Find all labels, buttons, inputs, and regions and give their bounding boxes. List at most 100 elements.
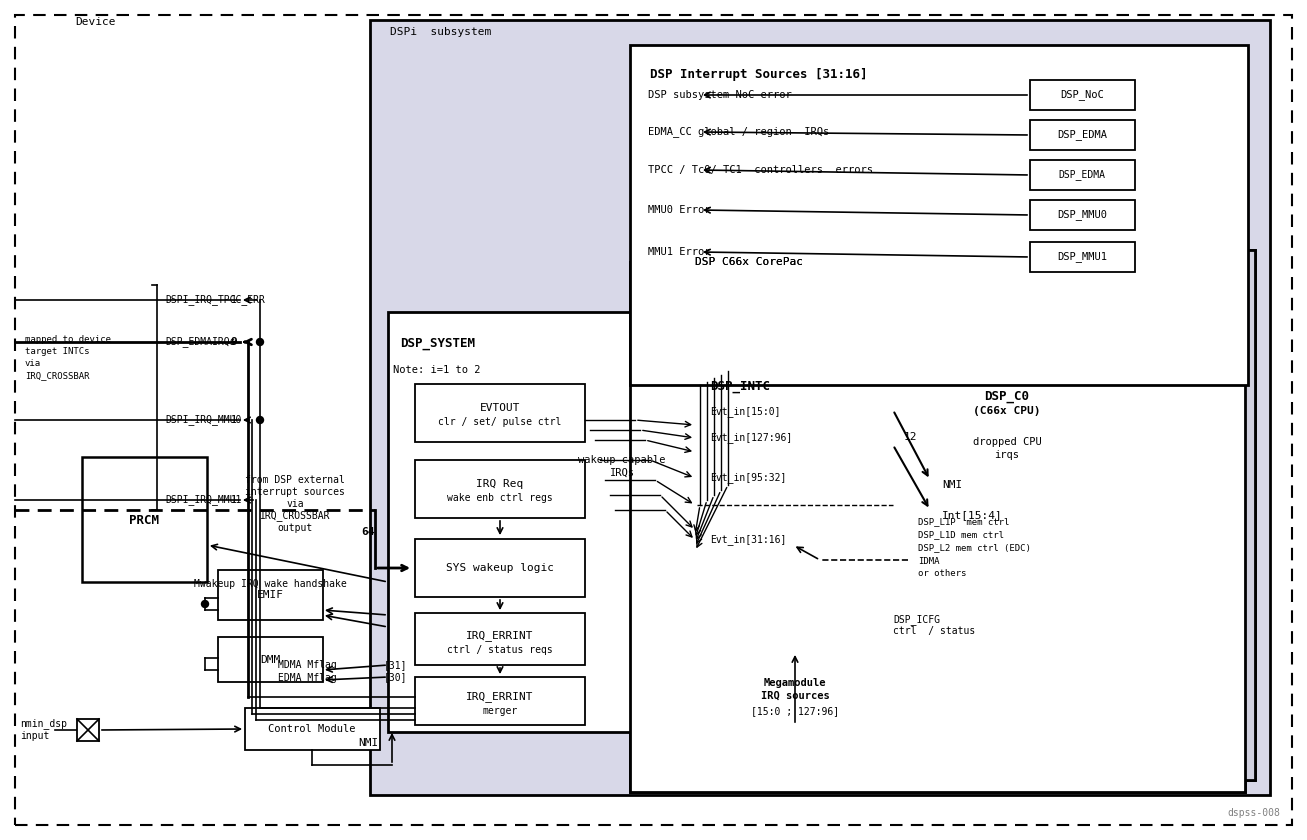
FancyBboxPatch shape (630, 45, 1248, 385)
Text: DSPI_IRQ_TPCC_ERR: DSPI_IRQ_TPCC_ERR (165, 295, 265, 306)
FancyBboxPatch shape (416, 539, 586, 597)
Text: input: input (20, 731, 50, 741)
Circle shape (201, 601, 209, 607)
Text: EDMA_CC global / region  IRQs: EDMA_CC global / region IRQs (648, 127, 829, 138)
FancyBboxPatch shape (218, 637, 323, 682)
Text: via: via (25, 360, 41, 369)
FancyBboxPatch shape (14, 15, 1293, 825)
Text: IRQ sources: IRQ sources (761, 691, 830, 701)
Text: EVTOUT: EVTOUT (480, 403, 520, 413)
Text: 1: 1 (231, 295, 237, 305)
Text: IRQ_ERRINT: IRQ_ERRINT (467, 631, 533, 642)
FancyBboxPatch shape (370, 20, 1270, 795)
FancyBboxPatch shape (695, 660, 895, 725)
Text: output: output (277, 523, 312, 533)
Text: SYS wakeup logic: SYS wakeup logic (446, 563, 554, 573)
Text: Device: Device (74, 17, 115, 27)
Text: Int[15:4]: Int[15:4] (942, 510, 1002, 520)
Text: PRCM: PRCM (129, 513, 159, 527)
Text: DSP_C0: DSP_C0 (984, 390, 1030, 403)
Text: Evt_in[15:0]: Evt_in[15:0] (710, 407, 780, 417)
Text: DSP subsystem NoC error: DSP subsystem NoC error (648, 90, 792, 100)
Text: Evt_in[127:96]: Evt_in[127:96] (710, 433, 792, 444)
Text: DSP_EDMAIRQs: DSP_EDMAIRQs (165, 337, 235, 348)
Text: wake enb ctrl regs: wake enb ctrl regs (447, 493, 553, 503)
FancyBboxPatch shape (82, 457, 207, 582)
Text: DSP C66x CorePac: DSP C66x CorePac (695, 257, 802, 267)
Text: or others: or others (918, 570, 966, 579)
Text: 12: 12 (904, 432, 918, 442)
Text: irqs: irqs (995, 450, 1019, 460)
Text: Note: i=1 to 2: Note: i=1 to 2 (393, 365, 481, 375)
FancyBboxPatch shape (630, 262, 1246, 792)
Text: DSP_L1P  mem ctrl: DSP_L1P mem ctrl (918, 517, 1009, 527)
Text: DSP_L2 mem ctrl (EDC): DSP_L2 mem ctrl (EDC) (918, 543, 1031, 553)
Text: wakeup-capable: wakeup-capable (578, 455, 665, 465)
Text: NMI: NMI (942, 480, 962, 490)
Text: ctrl / status reqs: ctrl / status reqs (447, 645, 553, 655)
Text: Mwakeup IRQ wake handshake: Mwakeup IRQ wake handshake (193, 579, 346, 589)
FancyBboxPatch shape (416, 613, 586, 665)
Text: [31]: [31] (383, 660, 406, 670)
Text: target INTCs: target INTCs (25, 348, 89, 356)
FancyBboxPatch shape (1030, 200, 1134, 230)
Text: DSP_SYSTEM: DSP_SYSTEM (400, 337, 474, 350)
Text: MMU0 Error: MMU0 Error (648, 205, 711, 215)
FancyBboxPatch shape (218, 570, 323, 620)
Text: [30]: [30] (383, 672, 406, 682)
Text: mapped to device: mapped to device (25, 335, 111, 344)
Text: 9: 9 (230, 337, 237, 347)
Text: DSPI_IRQ_MMU1: DSPI_IRQ_MMU1 (165, 495, 242, 506)
Text: DSPI_IRQ_MMU0: DSPI_IRQ_MMU0 (165, 415, 242, 425)
FancyBboxPatch shape (416, 677, 586, 725)
Text: EMIF: EMIF (256, 590, 284, 600)
FancyBboxPatch shape (680, 250, 1255, 780)
FancyBboxPatch shape (244, 708, 380, 750)
Text: nmin_dsp: nmin_dsp (20, 718, 67, 729)
Text: interrupt sources: interrupt sources (246, 487, 345, 497)
Text: IRQs: IRQs (609, 468, 634, 478)
FancyBboxPatch shape (388, 312, 637, 732)
FancyBboxPatch shape (77, 719, 99, 741)
Text: clr / set/ pulse ctrl: clr / set/ pulse ctrl (438, 417, 562, 427)
Text: EDMA Mflag: EDMA Mflag (278, 673, 337, 683)
Text: DSP_L1D mem ctrl: DSP_L1D mem ctrl (918, 531, 1004, 539)
Text: DSP Interrupt Sources [31:16]: DSP Interrupt Sources [31:16] (650, 68, 868, 81)
Text: Evt_in[31:16]: Evt_in[31:16] (710, 534, 787, 545)
Text: IRQ_CROSSBAR: IRQ_CROSSBAR (260, 511, 331, 522)
Text: dropped CPU: dropped CPU (972, 437, 1042, 447)
FancyBboxPatch shape (1030, 120, 1134, 150)
Text: DSP_MMU1: DSP_MMU1 (1057, 251, 1107, 262)
FancyBboxPatch shape (1030, 80, 1134, 110)
Text: IRQ Req: IRQ Req (476, 479, 524, 489)
Text: DMM: DMM (260, 655, 280, 665)
Text: MMU1 Error: MMU1 Error (648, 247, 711, 257)
Text: MDMA Mflag: MDMA Mflag (278, 660, 337, 670)
FancyBboxPatch shape (416, 460, 586, 518)
Text: 1: 1 (231, 415, 237, 425)
Text: DSP_EDMA: DSP_EDMA (1059, 170, 1106, 181)
Text: 1: 1 (231, 495, 237, 505)
Text: (C66x CPU): (C66x CPU) (974, 406, 1040, 416)
Text: ctrl  / status: ctrl / status (893, 626, 975, 636)
Text: NMI: NMI (358, 738, 378, 748)
Text: DSP_EDMA: DSP_EDMA (1057, 129, 1107, 140)
Text: IRQ_CROSSBAR: IRQ_CROSSBAR (25, 371, 89, 381)
Circle shape (256, 339, 264, 345)
Text: merger: merger (482, 706, 518, 716)
FancyBboxPatch shape (931, 364, 1085, 542)
Text: from DSP external: from DSP external (246, 475, 345, 485)
FancyBboxPatch shape (680, 250, 1255, 780)
Text: DSP_INTC: DSP_INTC (710, 380, 770, 393)
FancyBboxPatch shape (630, 262, 1246, 792)
Text: via: via (286, 499, 303, 509)
Text: DSP_NoC: DSP_NoC (1060, 90, 1104, 101)
Text: TPCC / Tc0/ TC1  controllers  errors: TPCC / Tc0/ TC1 controllers errors (648, 165, 873, 175)
Text: DSPi  subsystem: DSPi subsystem (389, 27, 491, 37)
Text: IDMA: IDMA (918, 556, 940, 565)
Text: DSP C66x CorePac: DSP C66x CorePac (695, 257, 802, 267)
Text: IRQ_ERRINT: IRQ_ERRINT (467, 691, 533, 702)
FancyBboxPatch shape (695, 357, 895, 652)
FancyBboxPatch shape (1030, 242, 1134, 272)
Text: DSP_ICFG: DSP_ICFG (893, 615, 940, 626)
